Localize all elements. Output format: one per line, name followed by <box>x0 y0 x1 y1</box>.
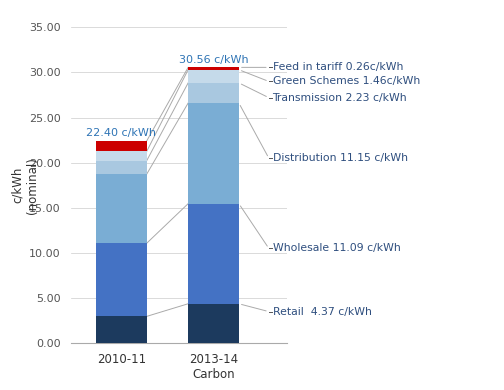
Bar <box>188 70 239 83</box>
Text: 30.56 c/kWh: 30.56 c/kWh <box>179 55 248 65</box>
Text: Distribution 11.15 c/kWh: Distribution 11.15 c/kWh <box>273 153 408 163</box>
Bar <box>188 204 239 304</box>
Text: Wholesale 11.09 c/kWh: Wholesale 11.09 c/kWh <box>273 243 400 254</box>
Text: 22.40 c/kWh: 22.40 c/kWh <box>86 128 156 138</box>
Bar <box>96 141 147 151</box>
Bar <box>188 67 239 70</box>
Text: Feed in tariff 0.26c/kWh: Feed in tariff 0.26c/kWh <box>273 62 403 73</box>
Bar <box>96 161 147 174</box>
Text: Transmission 2.23 c/kWh: Transmission 2.23 c/kWh <box>273 93 407 103</box>
Bar <box>188 103 239 204</box>
Bar <box>96 151 147 161</box>
Y-axis label: c/kWh
(nominal): c/kWh (nominal) <box>11 157 39 214</box>
Text: Green Schemes 1.46c/kWh: Green Schemes 1.46c/kWh <box>273 76 420 87</box>
Bar <box>96 243 147 316</box>
Bar <box>96 316 147 343</box>
Bar <box>96 174 147 243</box>
Bar <box>188 83 239 103</box>
Bar <box>188 304 239 343</box>
Text: Retail  4.37 c/kWh: Retail 4.37 c/kWh <box>273 307 371 317</box>
